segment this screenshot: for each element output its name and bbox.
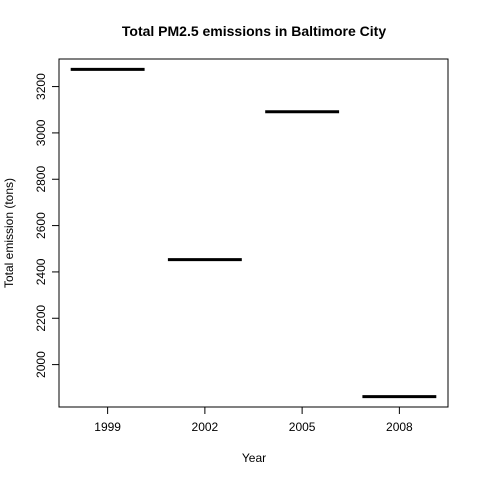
x-tick-label-2008: 2008 xyxy=(386,420,413,434)
y-axis: 2000 2200 2400 2600 2800 3000 3200 xyxy=(34,73,60,378)
x-tick-label-2005: 2005 xyxy=(289,420,316,434)
y-tick-label-2400: 2400 xyxy=(34,258,48,285)
x-axis-label: Year xyxy=(242,451,266,465)
data-marks xyxy=(70,67,437,399)
y-axis-label: Total emission (tons) xyxy=(2,178,16,288)
x-tick-label-1999: 1999 xyxy=(94,420,121,434)
y-tick-label-2000: 2000 xyxy=(34,351,48,378)
y-tick-label-2200: 2200 xyxy=(34,305,48,332)
y-tick-label-3000: 3000 xyxy=(34,119,48,146)
chart-title: Total PM2.5 emissions in Baltimore City xyxy=(122,23,386,39)
x-tick-label-2002: 2002 xyxy=(192,420,219,434)
y-tick-label-3200: 3200 xyxy=(34,73,48,100)
x-axis: 1999 2002 2005 2008 xyxy=(94,407,413,434)
y-tick-label-2600: 2600 xyxy=(34,212,48,239)
y-tick-label-2800: 2800 xyxy=(34,166,48,193)
